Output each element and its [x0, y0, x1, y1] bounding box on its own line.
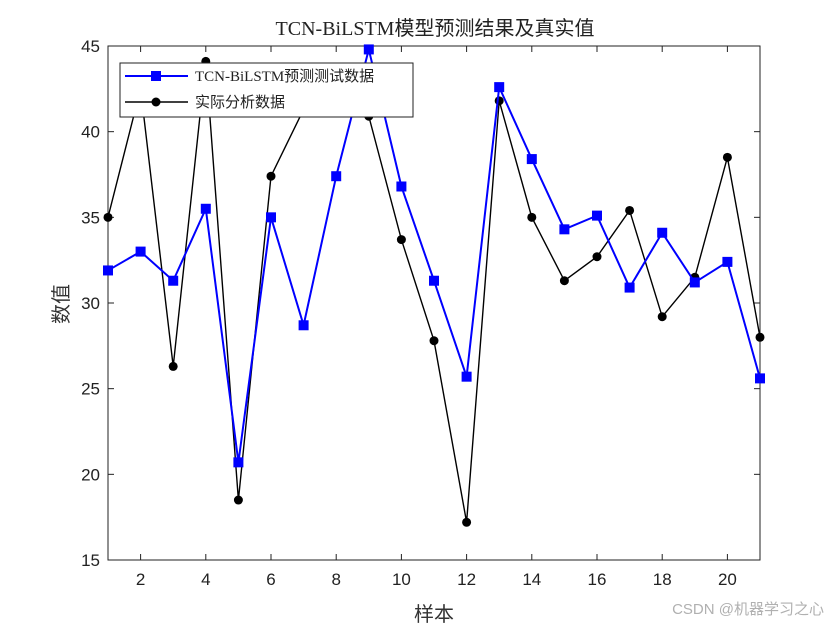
square-marker — [200, 203, 211, 214]
circle-marker — [559, 276, 569, 286]
circle-marker — [755, 332, 765, 342]
square-marker — [429, 275, 439, 286]
square-marker — [461, 371, 472, 382]
legend-circle-icon — [151, 97, 161, 107]
square-marker — [526, 154, 537, 165]
x-tick-label: 10 — [392, 570, 411, 589]
square-marker — [494, 82, 505, 93]
x-tick-label: 20 — [718, 570, 737, 589]
x-tick-label: 6 — [266, 570, 275, 589]
square-marker — [722, 256, 733, 267]
square-marker — [624, 282, 635, 293]
square-marker — [331, 171, 342, 182]
x-tick-label: 2 — [136, 570, 145, 589]
circle-marker — [233, 495, 243, 505]
y-tick-label: 40 — [81, 123, 100, 142]
x-tick-label: 8 — [331, 570, 340, 589]
square-marker — [657, 227, 668, 238]
legend-box — [119, 62, 414, 118]
y-tick-label: 45 — [81, 37, 100, 56]
x-axis-label: 样本 — [414, 603, 454, 626]
circle-marker — [494, 96, 504, 106]
y-tick-label: 35 — [81, 208, 100, 227]
square-marker — [559, 224, 570, 235]
circle-marker — [429, 336, 439, 346]
circle-marker — [462, 517, 472, 527]
circle-marker — [657, 312, 667, 322]
square-marker — [363, 44, 374, 55]
legend-square-icon — [151, 71, 161, 81]
plot-area: 2 4 6 8 10 12 14 16 18 20 15 20 25 30 35 40 45 — [81, 37, 765, 589]
circle-marker — [722, 152, 732, 162]
square-marker — [689, 277, 700, 288]
circle-marker — [396, 235, 406, 245]
y-tick-label: 15 — [81, 551, 100, 570]
square-marker — [168, 275, 179, 286]
square-marker — [233, 457, 244, 468]
circle-marker — [527, 212, 537, 222]
square-marker — [266, 212, 276, 223]
y-tick-label: 25 — [81, 380, 100, 399]
square-marker — [755, 373, 765, 384]
circle-marker — [103, 212, 113, 222]
circle-marker — [592, 252, 602, 262]
x-tick-label: 16 — [588, 570, 607, 589]
x-tick-label: 14 — [522, 570, 541, 589]
y-axis-label: 数值 — [50, 284, 73, 324]
square-marker — [298, 320, 309, 331]
x-tick-label: 12 — [457, 570, 476, 589]
square-marker — [135, 246, 146, 257]
y-tick-label: 30 — [81, 294, 100, 313]
legend-label: TCN-BiLSTM预测测试数据 — [195, 68, 374, 85]
chart-title: TCN-BiLSTM模型预测结果及真实值 — [276, 17, 595, 40]
circle-marker — [625, 205, 635, 215]
square-marker — [396, 181, 407, 192]
y-tick-label: 20 — [81, 465, 100, 484]
square-marker — [592, 210, 602, 221]
legend-label: 实际分析数据 — [195, 94, 285, 111]
circle-marker — [266, 171, 276, 181]
x-tick-label: 4 — [201, 570, 210, 589]
circle-marker — [168, 361, 178, 371]
watermark: CSDN @机器学习之心 — [672, 601, 824, 618]
axes-box — [107, 45, 761, 561]
square-marker — [103, 265, 113, 276]
x-tick-label: 18 — [653, 570, 672, 589]
